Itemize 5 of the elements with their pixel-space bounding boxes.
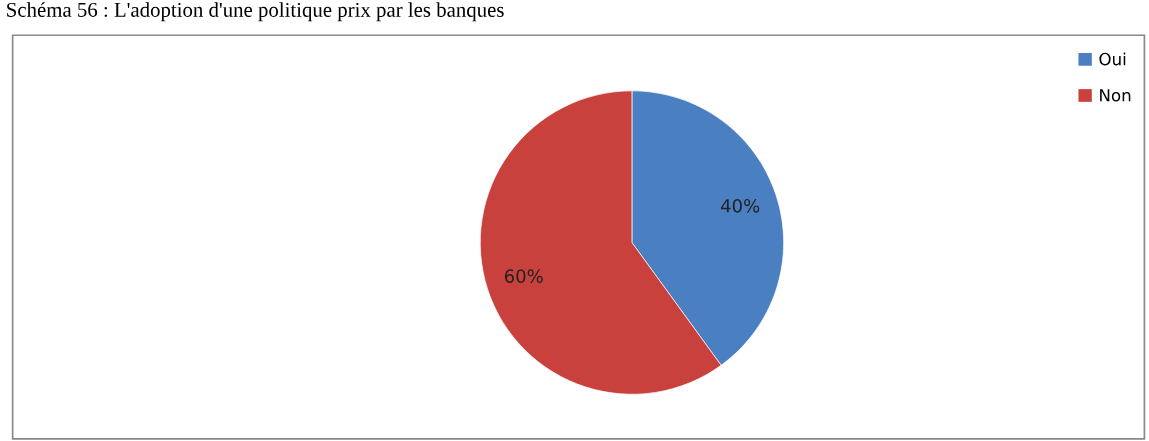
text: Schéma 56 : L'adoption d'une politique prix par les banques <box>7 2 504 22</box>
data-label: 60% <box>504 269 543 283</box>
legend-label: Non <box>1100 89 1131 102</box>
legend-label: Oui <box>1099 52 1126 66</box>
data-label: 40% <box>720 198 760 213</box>
